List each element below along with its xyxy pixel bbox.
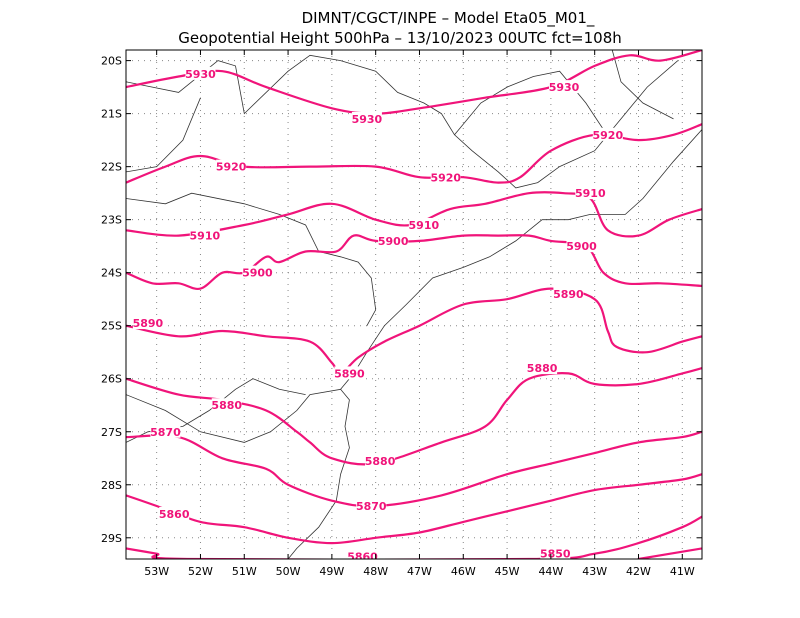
contour-label-bg <box>575 186 606 200</box>
contour-label-bg <box>527 361 558 375</box>
contour-label-bg <box>356 498 387 512</box>
lon-tick-label: 48W <box>363 565 388 578</box>
contour-label-bg <box>159 506 190 520</box>
lat-tick-label: 29S <box>101 532 122 545</box>
contour-label: 5880 <box>527 362 558 375</box>
contour-label-bg <box>242 265 273 279</box>
border-4 <box>126 97 201 173</box>
lat-tick-label: 24S <box>101 267 122 280</box>
contour-5910 <box>126 191 702 238</box>
lat-tick-label: 26S <box>101 373 122 386</box>
lon-tick-label: 46W <box>451 565 476 578</box>
contour-label: 5880 <box>365 455 396 468</box>
title-line-2: Geopotential Height 500hPa – 13/10/2023 … <box>178 29 622 47</box>
lon-tick-label: 53W <box>144 565 169 578</box>
lon-tick-label: 42W <box>626 565 651 578</box>
contour-label: 5890 <box>334 367 365 380</box>
contour-label: 5920 <box>216 161 247 174</box>
contour-5870 <box>126 430 702 508</box>
lon-tick-label: 50W <box>276 565 301 578</box>
contour-label-bg <box>216 159 247 173</box>
contour-5890 <box>126 287 702 375</box>
title-line-1: DIMNT/CGCT/INPE – Model Eta05_M01_ <box>302 9 595 28</box>
contour-label-bg <box>408 217 439 231</box>
lat-tick-label: 21S <box>101 108 122 121</box>
lon-tick-label: 41W <box>670 565 695 578</box>
contour-label: 5860 <box>159 508 190 521</box>
border-6 <box>611 50 674 120</box>
border-2 <box>126 192 377 326</box>
border-5 <box>454 70 604 136</box>
contour-label-bg <box>150 424 181 438</box>
lon-tick-label: 49W <box>319 565 344 578</box>
lat-tick-label: 22S <box>101 161 122 174</box>
lon-tick-label: 52W <box>188 565 213 578</box>
lon-tick-label: 43W <box>582 565 607 578</box>
contour-label-bg <box>189 228 220 242</box>
contour-label-bg <box>549 80 580 94</box>
contour-label: 5900 <box>242 267 273 280</box>
lon-tick-label: 44W <box>538 565 563 578</box>
lat-tick-label: 20S <box>101 55 122 68</box>
contour-5930 <box>126 50 702 115</box>
plot-frame <box>125 49 703 560</box>
contour-label: 5930 <box>185 68 216 81</box>
lon-tick-label: 51W <box>232 565 257 578</box>
coast-main <box>126 388 350 559</box>
contour-label-bg <box>553 286 584 300</box>
lon-tick-label: 45W <box>495 565 520 578</box>
border-1 <box>126 54 679 189</box>
contour-5920 <box>126 123 702 184</box>
contour-label-bg <box>347 549 378 559</box>
contour-label: 5870 <box>356 500 387 513</box>
coast-sp <box>340 129 702 390</box>
contour-label-bg <box>592 127 623 141</box>
map-content: 5930593059305920592059205910591059105900… <box>126 50 702 563</box>
contour-label-bg <box>566 239 597 253</box>
contour-5860 <box>126 473 702 545</box>
contour-label: 5890 <box>553 288 584 301</box>
lon-tick-label: 47W <box>407 565 432 578</box>
contour-label-bg <box>334 366 365 380</box>
contour-partial <box>637 547 702 559</box>
contour-5880 <box>126 367 702 466</box>
contour-label: 5850 <box>540 548 571 561</box>
contour-label: 5930 <box>549 81 580 94</box>
contour-label-bg <box>430 170 461 184</box>
contour-5850 <box>126 515 702 559</box>
contour-label: 5920 <box>430 171 461 184</box>
contour-label: 5900 <box>378 235 409 248</box>
contour-label: 5860 <box>347 550 378 563</box>
plot-area: 5930593059305920592059205910591059105900… <box>101 49 703 578</box>
lat-tick-label: 25S <box>101 320 122 333</box>
contour-label: 5930 <box>352 113 383 126</box>
contour-label-bg <box>378 233 409 247</box>
lat-tick-label: 23S <box>101 214 122 227</box>
contour-label-bg <box>351 111 382 125</box>
contour-label-bg <box>132 316 163 330</box>
contour-label-bg <box>540 546 571 559</box>
contour-label: 5910 <box>190 230 221 243</box>
lat-tick-label: 27S <box>101 426 122 439</box>
contour-label: 5880 <box>211 399 242 412</box>
contour-label-bg <box>185 66 216 80</box>
contour-label: 5910 <box>409 219 440 232</box>
lat-tick-label: 28S <box>101 479 122 492</box>
contour-label-bg <box>211 398 242 412</box>
contour-5900 <box>126 234 702 291</box>
contour-label: 5900 <box>566 240 597 253</box>
contour-label-bg <box>365 453 396 467</box>
contour-label: 5920 <box>593 129 624 142</box>
contour-label: 5890 <box>133 317 164 330</box>
contour-label: 5910 <box>575 187 606 200</box>
contour-label: 5870 <box>150 426 181 439</box>
